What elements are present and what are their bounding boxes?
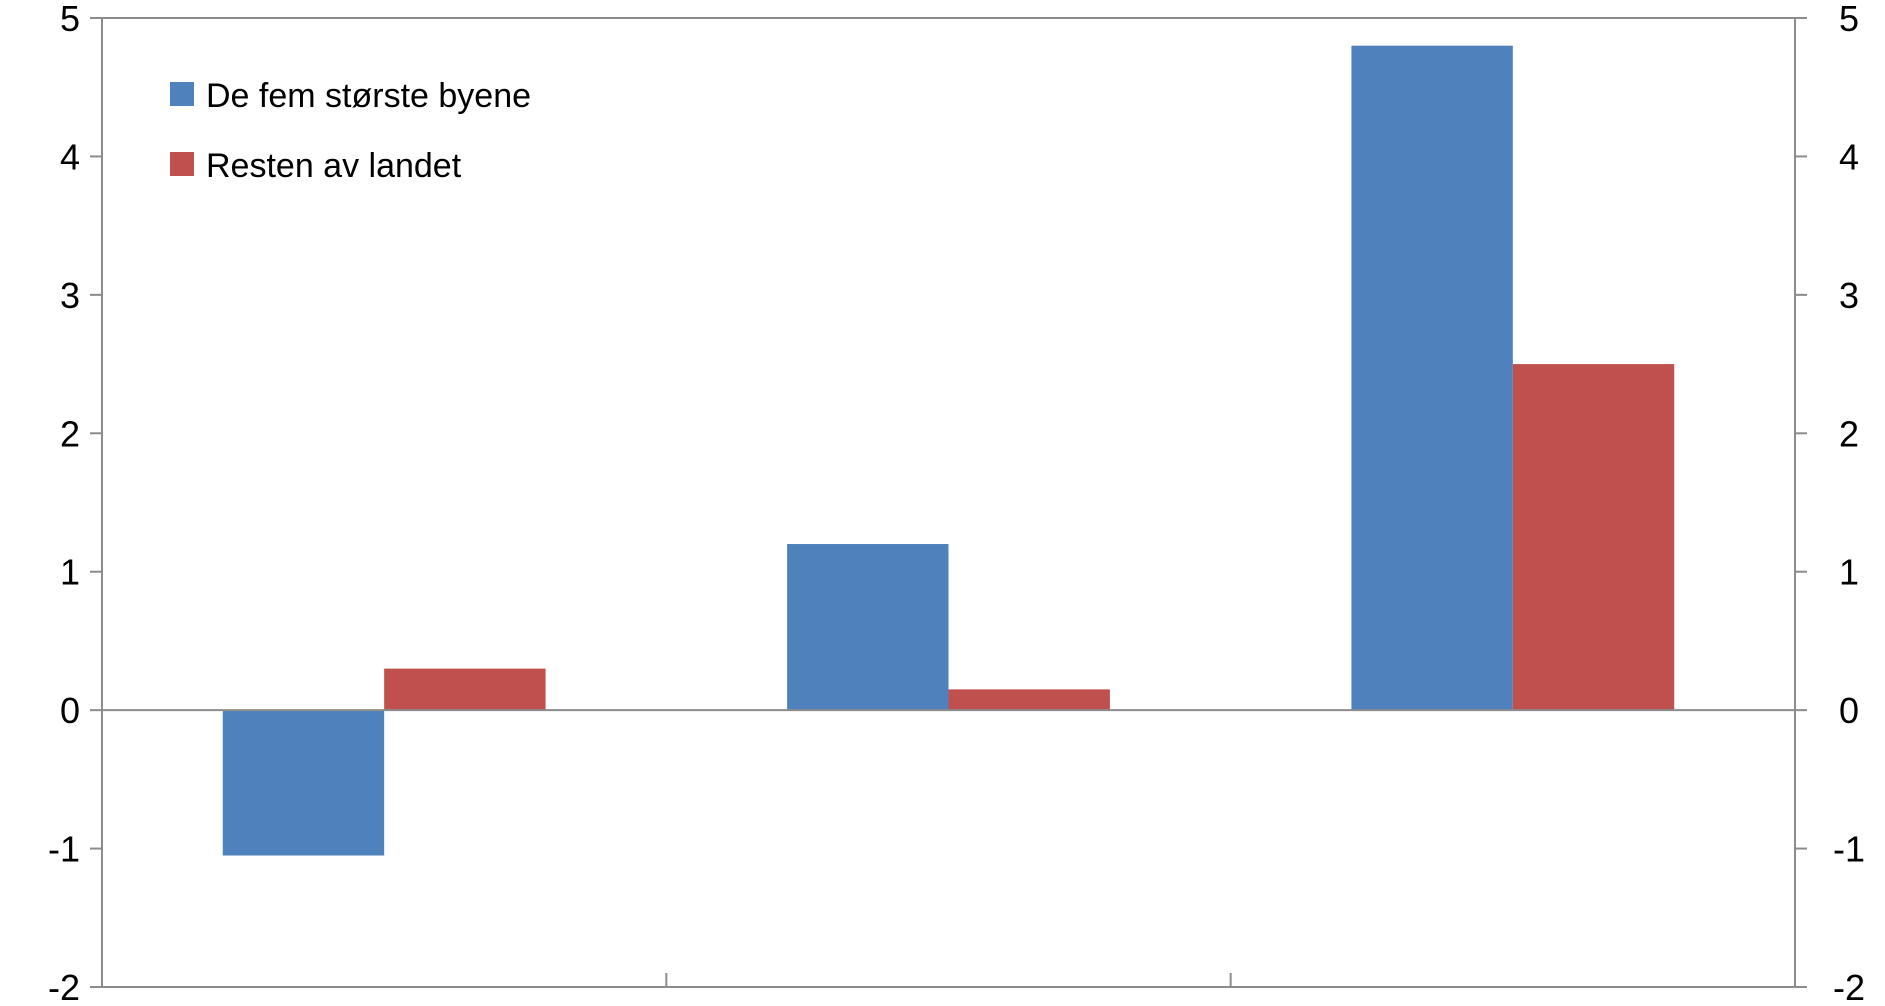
y-tick-label: 3 — [60, 275, 80, 316]
left-y-axis: -2 -1 0 1 2 3 4 5 — [48, 0, 102, 1006]
bar — [384, 668, 546, 711]
y-tick-label: 2 — [60, 413, 80, 454]
y-tick-label: 0 — [60, 690, 80, 731]
right-y-axis: -2 -1 0 1 2 3 4 5 — [1795, 0, 1865, 1006]
secondary-y-tick-label: -2 — [1833, 967, 1865, 1006]
secondary-y-tick-label: 4 — [1839, 136, 1859, 177]
bar — [222, 710, 385, 856]
plot-frame — [101, 17, 1796, 988]
bar — [1512, 364, 1675, 711]
secondary-y-tick-label: 3 — [1839, 275, 1859, 316]
y-tick-label: 5 — [60, 0, 80, 39]
secondary-y-tick-label: -1 — [1833, 829, 1865, 870]
legend-label: De fem største byene — [206, 77, 531, 115]
secondary-y-tick-label: 5 — [1839, 0, 1859, 39]
y-tick-label: 4 — [60, 136, 80, 177]
secondary-y-tick-label: 0 — [1839, 690, 1859, 731]
legend: De fem største byene Resten av landet — [170, 77, 531, 185]
y-tick-label: -2 — [48, 967, 80, 1006]
y-tick-label: 1 — [60, 552, 80, 593]
legend-swatch — [170, 152, 194, 176]
legend-swatch — [170, 82, 194, 106]
bar — [787, 544, 949, 711]
y-tick-label: -1 — [48, 829, 80, 870]
bar — [1351, 45, 1513, 711]
bar — [948, 689, 1110, 711]
secondary-y-tick-label: 1 — [1839, 552, 1859, 593]
bars — [222, 45, 1675, 856]
plot-area-border — [101, 17, 1796, 988]
secondary-y-tick-label: 2 — [1839, 413, 1859, 454]
legend-label: Resten av landet — [206, 147, 462, 185]
x-axis-ticks — [665, 973, 1232, 987]
